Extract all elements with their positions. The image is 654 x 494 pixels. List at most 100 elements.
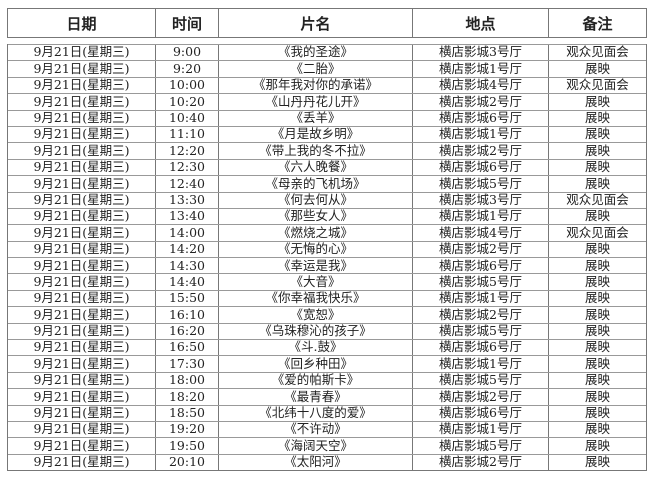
cell-location: 横店影城5号厅	[413, 274, 549, 290]
cell-time: 10:40	[156, 110, 219, 126]
cell-date: 9月21日(星期三)	[8, 159, 156, 176]
cell-date: 9月21日(星期三)	[8, 77, 156, 94]
cell-time: 10:00	[156, 77, 219, 94]
cell-note: 展映	[584, 372, 610, 388]
cell-date: 9月21日(星期三)	[8, 94, 156, 110]
cell-note: 展映	[584, 306, 610, 322]
cell-location: 横店影城6号厅	[413, 110, 549, 126]
cell-title: 《宽恕》	[219, 307, 413, 323]
cell-time: 15:50	[156, 290, 219, 307]
cell-time: 20:10	[156, 454, 219, 471]
table-row: 9月21日(星期三) 16:10 《宽恕》 横店影城2号厅 展映	[8, 306, 646, 323]
cell-note: 展映	[584, 290, 610, 306]
cell-time: 14:00	[156, 225, 219, 241]
cell-location: 横店影城6号厅	[413, 159, 549, 176]
table-row: 9月21日(星期三) 15:50 《你幸福我快乐》 横店影城1号厅 展映	[8, 289, 646, 307]
cell-time: 13:30	[156, 192, 219, 208]
cell-time: 16:20	[156, 323, 219, 340]
cell-title: 《燃烧之城》	[219, 225, 413, 241]
cell-location: 横店影城6号厅	[413, 340, 549, 356]
cell-date: 9月21日(星期三)	[8, 274, 156, 290]
header-note: 备注	[582, 14, 613, 33]
table-row: 9月21日(星期三) 9:00 《我的圣途》 横店影城3号厅 观众见面会	[8, 44, 646, 61]
cell-date: 9月21日(星期三)	[8, 438, 156, 454]
cell-note: 观众见面会	[566, 77, 629, 93]
table-row: 9月21日(星期三) 12:30 《六人晚餐》 横店影城6号厅 展映	[8, 158, 646, 176]
cell-location: 横店影城3号厅	[413, 192, 549, 208]
cell-location: 横店影城1号厅	[413, 421, 549, 438]
cell-note: 展映	[584, 60, 610, 76]
cell-note: 展映	[584, 110, 610, 125]
schedule-table: 9月21日(星期三) 9:00 《我的圣途》 横店影城3号厅 观众见面会 9月21日(星期…	[7, 44, 647, 472]
cell-title: 《带上我的冬不拉》	[219, 143, 413, 159]
table-row: 9月21日(星期三) 17:30 《回乡种田》 横店影城1号厅 展映	[8, 355, 646, 372]
cell-time: 12:40	[156, 176, 219, 192]
cell-time: 9:00	[156, 45, 219, 61]
cell-title: 《最青春》	[219, 389, 413, 405]
cell-note: 展映	[584, 142, 610, 158]
cell-date: 9月21日(星期三)	[8, 241, 156, 258]
cell-note: 展映	[584, 421, 610, 437]
cell-note: 展映	[584, 339, 610, 355]
cell-date: 9月21日(星期三)	[8, 143, 156, 159]
cell-title: 《北纬十八度的爱》	[219, 405, 413, 421]
table-row: 9月21日(星期三) 18:50 《北纬十八度的爱》 横店影城6号厅 展映	[8, 404, 646, 421]
cell-title: 《月是故乡明》	[219, 126, 413, 143]
cell-time: 19:50	[156, 438, 219, 454]
cell-note: 展映	[584, 93, 610, 109]
cell-note: 观众见面会	[566, 44, 629, 60]
cell-location: 横店影城2号厅	[413, 454, 549, 471]
cell-location: 横店影城2号厅	[413, 389, 549, 405]
cell-date: 9月21日(星期三)	[8, 372, 156, 389]
cell-date: 9月21日(星期三)	[8, 454, 156, 471]
cell-location: 横店影城2号厅	[413, 241, 549, 258]
cell-note: 展映	[584, 175, 610, 191]
cell-title: 《无悔的心》	[219, 241, 413, 258]
cell-title: 《不许动》	[219, 421, 413, 438]
table-row: 9月21日(星期三) 13:30 《何去何从》 横店影城3号厅 观众见面会	[8, 191, 646, 208]
cell-time: 14:20	[156, 241, 219, 258]
cell-time: 10:20	[156, 94, 219, 110]
cell-note: 观众见面会	[566, 191, 629, 207]
cell-location: 横店影城4号厅	[413, 225, 549, 241]
table-header: 日期 时间 片名 地点 备注	[7, 8, 647, 38]
table-row: 9月21日(星期三) 18:20 《最青春》 横店影城2号厅 展映	[8, 388, 646, 405]
cell-note: 展映	[584, 273, 610, 289]
cell-date: 9月21日(星期三)	[8, 340, 156, 356]
cell-location: 横店影城2号厅	[413, 307, 549, 323]
cell-date: 9月21日(星期三)	[8, 323, 156, 340]
cell-title: 《六人晚餐》	[219, 159, 413, 176]
cell-time: 17:30	[156, 356, 219, 372]
cell-time: 12:20	[156, 143, 219, 159]
cell-title: 《回乡种田》	[219, 356, 413, 372]
cell-time: 19:20	[156, 421, 219, 438]
cell-title: 《幸运是我》	[219, 258, 413, 274]
cell-date: 9月21日(星期三)	[8, 258, 156, 274]
cell-title: 《那些女人》	[219, 208, 413, 225]
cell-note: 展映	[584, 257, 610, 273]
cell-note: 观众见面会	[566, 224, 629, 240]
cell-date: 9月21日(星期三)	[8, 389, 156, 405]
cell-date: 9月21日(星期三)	[8, 45, 156, 61]
cell-date: 9月21日(星期三)	[8, 356, 156, 372]
cell-date: 9月21日(星期三)	[8, 307, 156, 323]
cell-location: 横店影城2号厅	[413, 143, 549, 159]
cell-location: 横店影城1号厅	[413, 126, 549, 143]
cell-note: 展映	[584, 405, 610, 421]
cell-date: 9月21日(星期三)	[8, 192, 156, 208]
cell-location: 横店影城2号厅	[413, 94, 549, 110]
cell-title: 《我的圣途》	[219, 45, 413, 61]
cell-time: 12:30	[156, 159, 219, 176]
cell-note: 展映	[584, 126, 610, 142]
table-row: 9月21日(星期三) 11:10 《月是故乡明》 横店影城1号厅 展映	[8, 125, 646, 143]
cell-note: 展映	[584, 208, 610, 224]
table-row: 9月21日(星期三) 9:20 《二胎》 横店影城1号厅 展映	[8, 60, 646, 77]
cell-title: 《何去何从》	[219, 192, 413, 208]
cell-title: 《那年我对你的承诺》	[219, 77, 413, 94]
cell-date: 9月21日(星期三)	[8, 176, 156, 192]
table-row: 9月21日(星期三) 13:40 《那些女人》 横店影城1号厅 展映	[8, 207, 646, 225]
cell-date: 9月21日(星期三)	[8, 208, 156, 225]
cell-note: 展映	[584, 454, 610, 470]
cell-location: 横店影城4号厅	[413, 77, 549, 94]
cell-note: 展映	[584, 388, 610, 404]
